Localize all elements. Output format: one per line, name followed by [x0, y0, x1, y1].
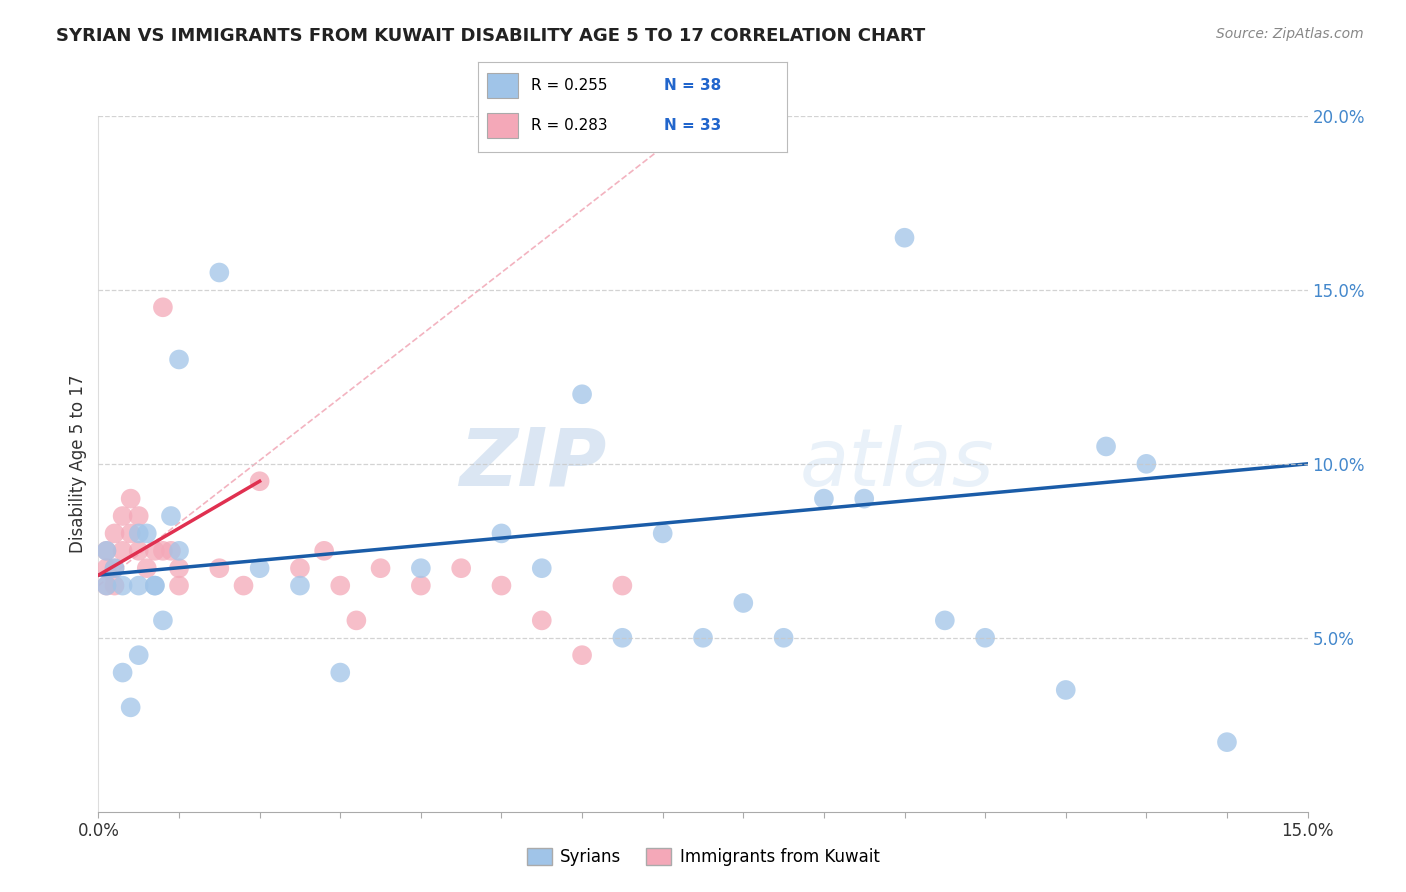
Point	[167, 578, 190, 592]
FancyBboxPatch shape	[488, 73, 519, 98]
Point	[571, 648, 593, 662]
Point	[167, 561, 190, 575]
Point	[160, 508, 183, 523]
Text: ZIP: ZIP	[458, 425, 606, 503]
Point	[103, 561, 125, 575]
Point	[612, 631, 634, 645]
Point	[1095, 440, 1118, 454]
Point	[152, 300, 174, 315]
Point	[571, 387, 593, 401]
Point	[167, 543, 190, 558]
Text: Source: ZipAtlas.com: Source: ZipAtlas.com	[1216, 27, 1364, 41]
Point	[249, 561, 271, 575]
Text: R = 0.255: R = 0.255	[530, 78, 607, 93]
Point	[1216, 735, 1239, 749]
Point	[249, 474, 271, 488]
Point	[208, 266, 231, 280]
Point	[111, 508, 134, 523]
Point	[128, 508, 150, 523]
Point	[111, 543, 134, 558]
Point	[288, 578, 311, 592]
Text: N = 33: N = 33	[664, 119, 721, 133]
Y-axis label: Disability Age 5 to 17: Disability Age 5 to 17	[69, 375, 87, 553]
Point	[733, 596, 755, 610]
Point	[530, 561, 553, 575]
Point	[329, 578, 352, 592]
Point	[974, 631, 997, 645]
Point	[1054, 683, 1077, 698]
Point	[409, 561, 432, 575]
Point	[103, 578, 125, 592]
Point	[135, 526, 157, 541]
Point	[288, 561, 311, 575]
Point	[344, 614, 367, 628]
Point	[370, 561, 392, 575]
FancyBboxPatch shape	[488, 113, 519, 138]
Point	[111, 665, 134, 680]
Point	[152, 543, 174, 558]
Point	[1135, 457, 1157, 471]
Point	[120, 526, 142, 541]
Point	[111, 578, 134, 592]
Point	[128, 578, 150, 592]
Text: N = 38: N = 38	[664, 78, 721, 93]
Point	[329, 665, 352, 680]
Point	[450, 561, 472, 575]
Point	[152, 614, 174, 628]
Point	[651, 526, 673, 541]
Point	[96, 543, 118, 558]
Point	[314, 543, 336, 558]
Point	[96, 578, 118, 592]
Text: R = 0.283: R = 0.283	[530, 119, 607, 133]
Point	[128, 526, 150, 541]
Point	[934, 614, 956, 628]
Point	[232, 578, 254, 592]
Point	[167, 352, 190, 367]
Point	[128, 648, 150, 662]
Point	[409, 578, 432, 592]
Point	[103, 526, 125, 541]
Point	[143, 543, 166, 558]
Point	[612, 578, 634, 592]
Point	[491, 526, 513, 541]
Point	[128, 543, 150, 558]
Point	[160, 543, 183, 558]
Point	[120, 700, 142, 714]
Legend: Syrians, Immigrants from Kuwait: Syrians, Immigrants from Kuwait	[520, 841, 886, 873]
Point	[853, 491, 876, 506]
Point	[135, 561, 157, 575]
Point	[143, 578, 166, 592]
Text: atlas: atlas	[800, 425, 994, 503]
Point	[96, 561, 118, 575]
Point	[208, 561, 231, 575]
Point	[893, 230, 915, 244]
Point	[813, 491, 835, 506]
Point	[96, 578, 118, 592]
Point	[143, 578, 166, 592]
Point	[491, 578, 513, 592]
Point	[103, 561, 125, 575]
Point	[530, 614, 553, 628]
Point	[96, 543, 118, 558]
Point	[120, 491, 142, 506]
Point	[692, 631, 714, 645]
Point	[772, 631, 794, 645]
Text: SYRIAN VS IMMIGRANTS FROM KUWAIT DISABILITY AGE 5 TO 17 CORRELATION CHART: SYRIAN VS IMMIGRANTS FROM KUWAIT DISABIL…	[56, 27, 925, 45]
